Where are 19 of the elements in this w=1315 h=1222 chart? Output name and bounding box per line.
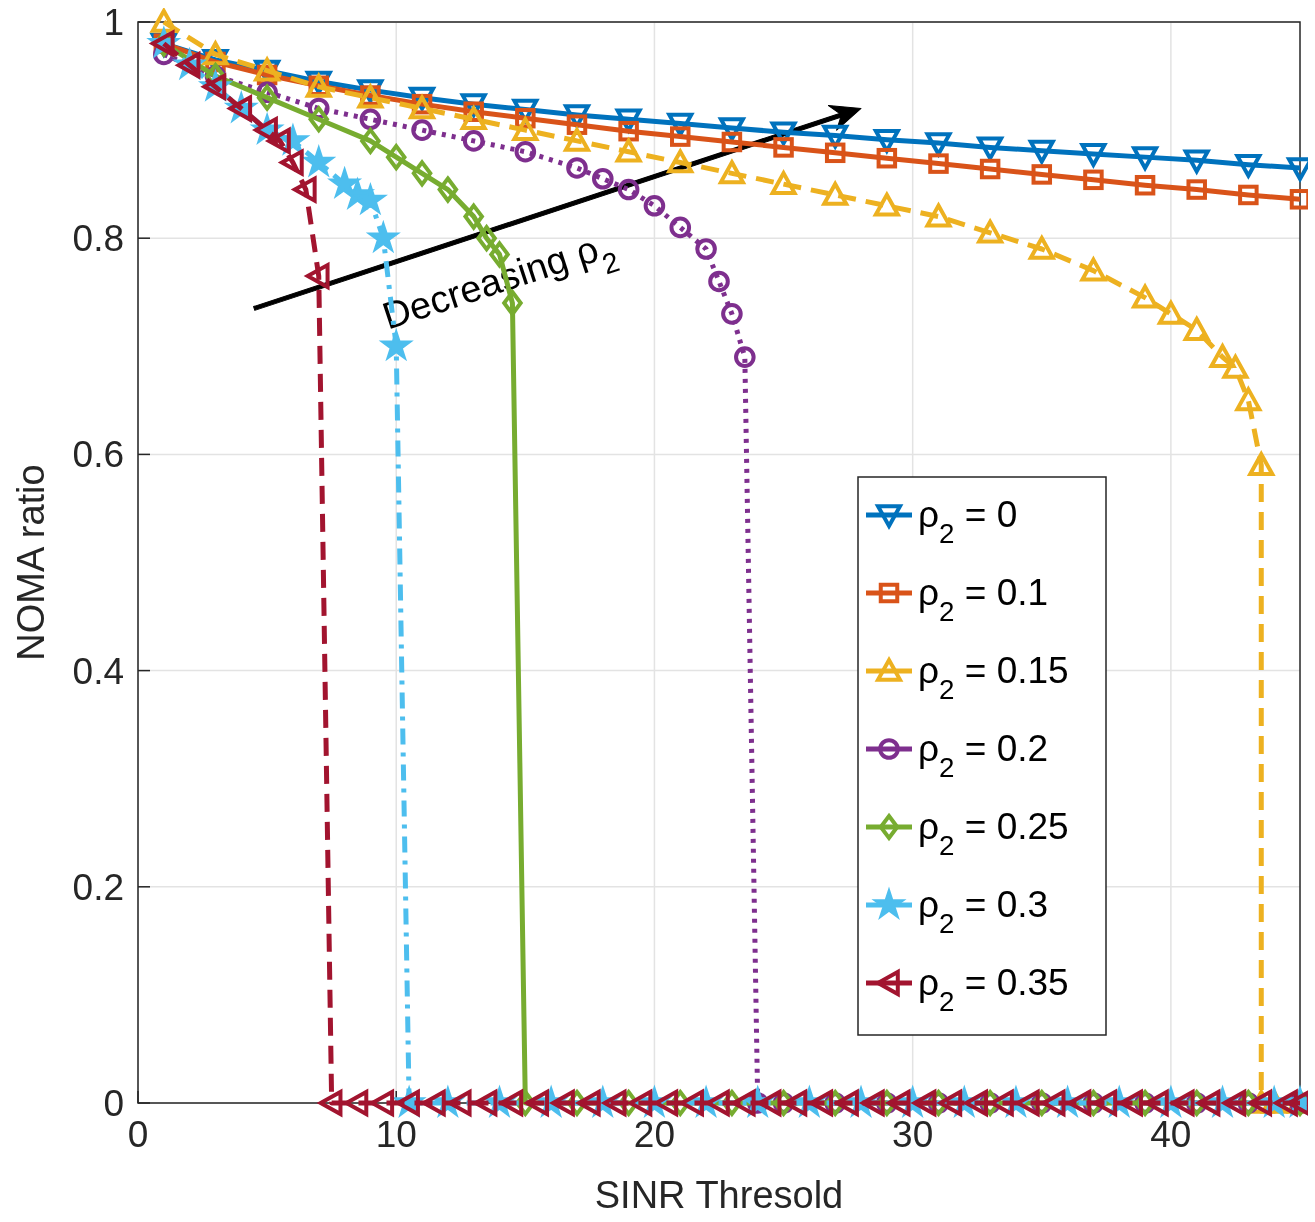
- x-axis-title: SINR Thresold: [594, 1174, 844, 1216]
- y-tick-label: 0.6: [72, 434, 124, 476]
- legend-label: ρ$_{2}$ = 0: [918, 494, 1018, 549]
- legend-label: ρ$_{2}$ = 0.1: [918, 572, 1049, 627]
- legend-label: ρ$_{2}$ = 0.3: [918, 884, 1049, 939]
- y-tick-label: 0.2: [72, 866, 124, 908]
- x-tick-label: 40: [1150, 1114, 1192, 1155]
- x-tick-label: 20: [633, 1114, 676, 1155]
- y-tick-label: 0.4: [72, 650, 124, 692]
- x-tick-label: 30: [892, 1114, 934, 1155]
- x-tick-label: 10: [375, 1114, 417, 1155]
- legend-label: ρ$_{2}$ = 0.25: [918, 806, 1069, 861]
- legend-label: ρ$_{2}$ = 0.15: [918, 650, 1069, 705]
- y-tick-label: 0.8: [72, 218, 124, 260]
- y-axis-title: NOMA ratio: [10, 464, 52, 661]
- y-tick-label: 1: [103, 2, 124, 43]
- legend-label: ρ$_{2}$ = 0.2: [918, 728, 1049, 783]
- legend-label: ρ$_{2}$ = 0.35: [918, 962, 1069, 1017]
- y-tick-label: 0: [103, 1083, 124, 1124]
